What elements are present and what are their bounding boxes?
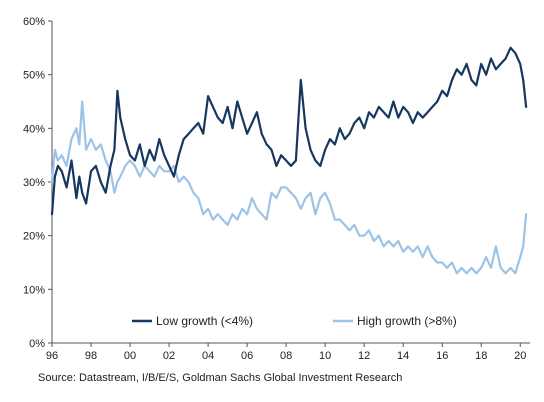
x-tick-label: 14 <box>397 350 409 362</box>
x-tick-label: 18 <box>475 350 487 362</box>
x-tick-label: 96 <box>46 350 58 362</box>
x-tick-label: 16 <box>436 350 448 362</box>
source-note: Source: Datastream, I/B/E/S, Goldman Sac… <box>38 372 403 384</box>
x-tick-label: 04 <box>202 350 214 362</box>
legend: Low growth (<4%) High growth (>8%) <box>132 314 457 328</box>
y-tick-label: 30% <box>23 177 45 189</box>
y-tick-label: 50% <box>23 70 45 82</box>
x-tick-label: 12 <box>358 350 370 362</box>
x-tick-label: 00 <box>124 350 136 362</box>
legend-label: Low growth (<4%) <box>156 314 253 328</box>
axes: 0% 10% 20% 30% 40% 50% 60% 96 98 00 02 04 06 08 10 12 14… <box>23 16 530 362</box>
y-tick-label: 20% <box>23 231 45 243</box>
y-tick-label: 0% <box>29 338 45 350</box>
series-lines <box>50 46 528 275</box>
x-tick-label: 08 <box>280 350 292 362</box>
legend-label: High growth (>8%) <box>357 314 457 328</box>
y-tick-label: 60% <box>23 16 45 28</box>
series-line-1 <box>50 100 528 275</box>
y-tick-label: 10% <box>23 284 45 296</box>
x-tick-label: 98 <box>85 350 97 362</box>
y-tick-label: 40% <box>23 123 45 135</box>
series-line-0 <box>50 46 528 216</box>
x-tick-label: 10 <box>319 350 331 362</box>
x-tick-label: 02 <box>163 350 175 362</box>
x-tick-label: 20 <box>514 350 526 362</box>
x-tick-label: 06 <box>241 350 253 362</box>
